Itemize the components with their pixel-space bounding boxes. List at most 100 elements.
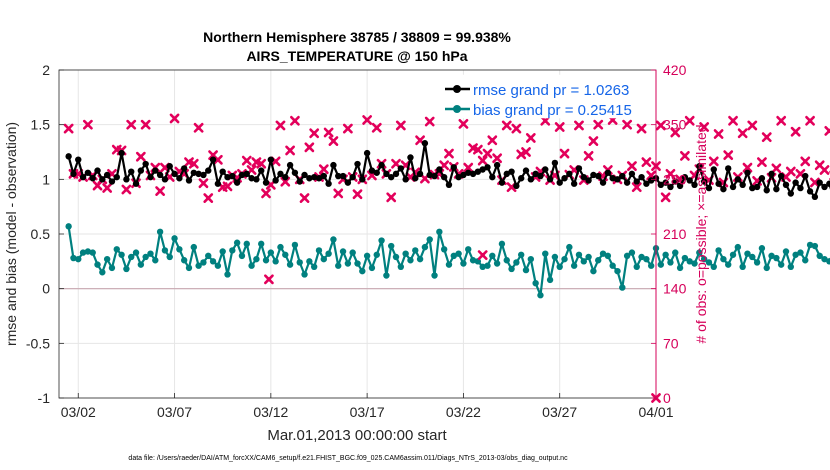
point-core-assimilated bbox=[374, 125, 379, 130]
point-bias bbox=[532, 280, 539, 287]
point-rmse bbox=[286, 161, 294, 169]
point-rmse bbox=[383, 170, 390, 178]
point-rmse bbox=[320, 172, 327, 180]
point-bias bbox=[262, 257, 270, 264]
point-rmse bbox=[484, 164, 491, 171]
point-core-assimilated bbox=[807, 118, 813, 123]
point-rmse bbox=[229, 172, 236, 180]
point-bias bbox=[378, 237, 385, 244]
point-bias bbox=[118, 251, 125, 258]
point-core-assimilated bbox=[355, 192, 360, 197]
point-core-assimilated bbox=[292, 118, 298, 123]
point-bias bbox=[720, 255, 727, 263]
point-rmse bbox=[325, 180, 332, 187]
point-bias bbox=[272, 258, 279, 265]
point-rmse bbox=[619, 172, 626, 180]
y-left-tick-label: -1 bbox=[38, 390, 51, 406]
point-rmse bbox=[561, 175, 568, 182]
point-rmse bbox=[84, 169, 92, 176]
point-core-assimilated bbox=[504, 123, 509, 128]
point-core-assimilated bbox=[745, 165, 750, 170]
point-rmse bbox=[816, 179, 823, 186]
point-bias bbox=[306, 258, 313, 265]
point-bias bbox=[725, 261, 732, 268]
point-rmse bbox=[152, 167, 159, 174]
point-rmse bbox=[421, 140, 429, 147]
point-core-assimilated bbox=[663, 195, 668, 200]
point-bias bbox=[604, 252, 612, 260]
point-core-assimilated bbox=[278, 123, 283, 128]
point-rmse bbox=[253, 176, 260, 183]
point-rmse bbox=[720, 185, 727, 193]
point-core-assimilated bbox=[812, 180, 817, 185]
point-core-assimilated bbox=[687, 118, 692, 123]
point-bias bbox=[84, 248, 92, 255]
point-bias bbox=[132, 249, 140, 256]
point-rmse bbox=[282, 173, 289, 181]
point-rmse bbox=[753, 183, 761, 191]
point-rmse bbox=[474, 168, 482, 175]
legend-marker-bias bbox=[453, 105, 461, 113]
point-rmse bbox=[465, 169, 472, 176]
point-bias bbox=[522, 266, 530, 274]
point-core-assimilated bbox=[759, 160, 765, 165]
point-bias bbox=[749, 253, 756, 261]
point-rmse bbox=[647, 177, 655, 184]
point-bias bbox=[335, 262, 342, 269]
point-rmse bbox=[532, 170, 539, 178]
point-bias bbox=[233, 239, 241, 246]
chart-title-line1: Northern Hemisphere 38785 / 38809 = 99.9… bbox=[203, 29, 511, 45]
y-left-tick-label: 0 bbox=[42, 281, 50, 297]
point-rmse bbox=[570, 180, 578, 187]
point-bias bbox=[566, 243, 573, 251]
point-bias bbox=[253, 255, 260, 263]
point-core-assimilated bbox=[143, 122, 148, 127]
y-right-tick-label: 350 bbox=[663, 117, 687, 133]
chart-title-line2: AIRS_TEMPERATURE @ 150 hPa bbox=[246, 48, 467, 64]
point-bias bbox=[744, 250, 751, 257]
point-bias bbox=[421, 243, 429, 251]
point-bias bbox=[773, 254, 780, 262]
point-rmse bbox=[517, 175, 525, 182]
point-rmse bbox=[412, 175, 419, 182]
point-bias bbox=[108, 264, 116, 272]
point-rmse bbox=[455, 173, 462, 181]
point-rmse bbox=[686, 177, 693, 184]
point-rmse bbox=[460, 171, 467, 179]
point-rmse bbox=[450, 164, 457, 171]
point-bias bbox=[195, 262, 202, 269]
point-bias bbox=[517, 251, 525, 258]
point-core-assimilated bbox=[268, 182, 273, 187]
point-core-assimilated bbox=[788, 169, 793, 174]
point-rmse bbox=[479, 166, 486, 173]
point-rmse bbox=[489, 173, 496, 181]
point-core-assimilated bbox=[417, 138, 423, 143]
y-right-tick-label: 420 bbox=[663, 62, 687, 78]
point-rmse bbox=[667, 183, 674, 191]
point-core-assimilated bbox=[586, 153, 591, 159]
point-bias bbox=[811, 242, 819, 250]
point-bias bbox=[416, 255, 424, 263]
point-bias bbox=[388, 242, 395, 250]
point-rmse bbox=[503, 170, 510, 178]
point-bias bbox=[758, 245, 766, 252]
series-layer bbox=[63, 113, 830, 299]
point-rmse bbox=[763, 187, 770, 194]
point-rmse bbox=[628, 170, 636, 178]
x-tick-label: 03/17 bbox=[350, 404, 385, 420]
point-bias bbox=[763, 264, 770, 272]
point-bias bbox=[440, 246, 448, 253]
point-rmse bbox=[79, 173, 87, 181]
point-bias bbox=[310, 263, 318, 270]
point-core-assimilated bbox=[677, 177, 683, 182]
point-core-assimilated bbox=[572, 167, 577, 173]
x-tick-label: 03/12 bbox=[253, 404, 288, 420]
point-rmse bbox=[580, 173, 587, 181]
point-bias bbox=[513, 259, 520, 266]
point-bias bbox=[575, 251, 583, 258]
point-bias bbox=[619, 284, 626, 291]
point-bias bbox=[147, 250, 154, 257]
x-tick-label: 03/22 bbox=[446, 404, 481, 420]
point-bias bbox=[325, 250, 332, 257]
point-bias bbox=[802, 257, 809, 264]
